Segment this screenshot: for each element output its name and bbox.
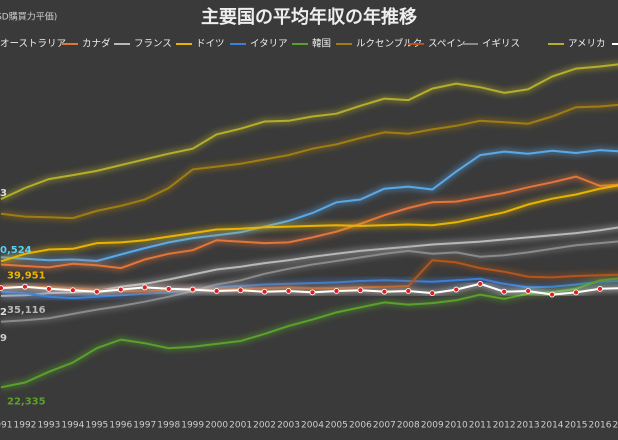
x-tick-label: 2001 [229, 421, 252, 431]
x-tick-label: 1995 [85, 421, 108, 431]
point [0, 285, 4, 292]
point [333, 288, 340, 294]
x-tick-label: 1998 [157, 421, 180, 431]
legend-label: イギリス [482, 39, 520, 50]
point [525, 288, 532, 294]
legend-label: オーストラリア [0, 39, 66, 50]
series-line [0, 240, 618, 323]
x-tick-label: 1992 [14, 421, 37, 431]
legend-label: イタリア [250, 39, 288, 50]
legend-label: フランス [134, 39, 172, 50]
legend-label: ドイツ [196, 39, 225, 50]
x-tick-label: 1994 [61, 421, 84, 431]
point [357, 287, 364, 294]
value-label: 39,951 [7, 270, 46, 281]
point [141, 284, 148, 291]
x-tick-label: 2011 [469, 421, 492, 431]
x-tick-label: 2008 [397, 421, 420, 431]
series-line [0, 184, 618, 263]
point [189, 286, 196, 293]
x-tick-label: 2014 [541, 421, 564, 431]
point [165, 285, 172, 292]
legend-label: スペイン [428, 39, 465, 50]
point [46, 285, 52, 292]
x-tick-label: 2003 [277, 421, 300, 431]
x-tick-label: 1999 [181, 421, 204, 431]
x-tick-label: 2016 [589, 421, 612, 431]
x-tick-label: 2006 [349, 421, 372, 431]
chart-title: 主要国の平均年収の年推移 [201, 6, 417, 28]
x-tick-label: 2010 [445, 421, 468, 431]
value-label: 22,335 [7, 396, 46, 407]
annotation: 3 [0, 188, 7, 199]
x-tick-label: 2007 [373, 421, 396, 431]
point [69, 287, 76, 294]
point [573, 289, 579, 296]
legend-label: 韓国 [312, 39, 331, 50]
point [93, 288, 100, 295]
x-tick-label: 2015 [565, 421, 588, 431]
point [429, 290, 436, 297]
point [405, 288, 412, 294]
point [501, 288, 508, 295]
x-tick-label: 2017 [613, 421, 618, 431]
x-tick-label: 1997 [133, 421, 156, 431]
x-tick-label: 2002 [253, 421, 276, 431]
point [22, 283, 28, 290]
x-tick-label: 2004 [301, 421, 324, 431]
x-tick-label: 2013 [517, 421, 540, 431]
annotation: 2 [0, 307, 7, 318]
x-tick-label: 2012 [493, 421, 516, 431]
point [309, 289, 316, 296]
series-line [0, 63, 618, 201]
chart-subtitle: (USD購買力平価) [0, 11, 57, 23]
point [597, 285, 603, 292]
x-tick-label: 2000 [205, 421, 228, 431]
plot: 35,116 39,951 22,335 [0, 61, 618, 407]
x-tick-label: 2005 [325, 421, 348, 431]
point [213, 288, 220, 294]
point [549, 291, 555, 298]
point [117, 286, 124, 293]
annotation: 0,524 [0, 245, 32, 256]
point [477, 280, 484, 287]
x-tick-label: 1996 [109, 421, 132, 431]
series-line [0, 277, 618, 389]
point [261, 288, 268, 295]
series-line [0, 175, 618, 270]
x-tick-label: 1993 [37, 421, 60, 431]
legend-label: カナダ [82, 38, 111, 50]
x-tick-label: 1991 [0, 421, 12, 431]
point [237, 287, 244, 294]
annotation: 9 [0, 333, 7, 344]
point [285, 288, 292, 294]
point [381, 288, 388, 295]
series-line [0, 149, 618, 263]
series-line [0, 277, 618, 300]
value-label: 35,116 [7, 305, 46, 316]
x-tick-label: 2009 [421, 421, 444, 431]
series-line [0, 103, 618, 220]
legend-label: アメリカ [568, 39, 606, 50]
point [453, 286, 460, 293]
legend-label: ルクセンブルク [356, 38, 422, 50]
